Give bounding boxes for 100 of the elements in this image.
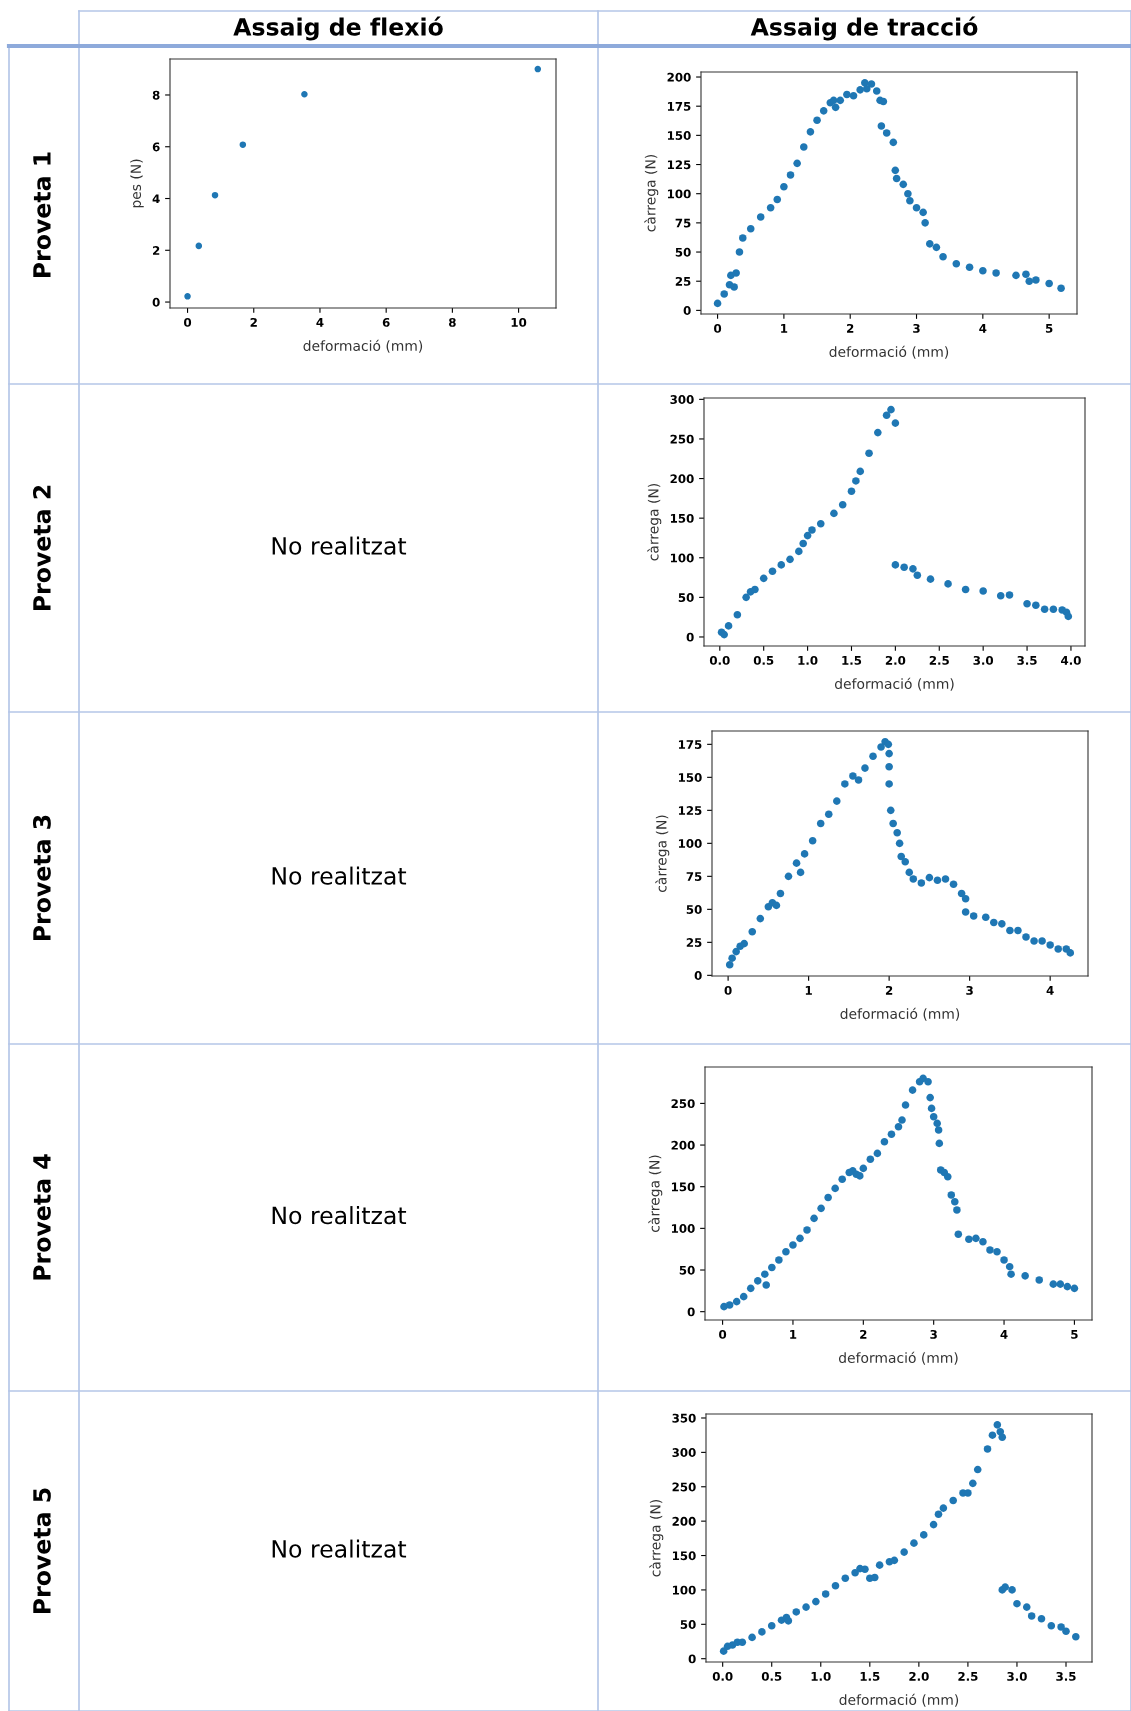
point: [821, 1590, 830, 1598]
point: [751, 585, 759, 594]
point: [748, 927, 757, 936]
point: [824, 810, 833, 819]
point: [885, 780, 893, 788]
point: [882, 411, 891, 419]
x-tick-label: 6: [382, 317, 390, 327]
x-tick-label: 3.5: [1017, 655, 1037, 665]
point: [856, 467, 865, 476]
x-tick-label: 4: [1046, 986, 1054, 995]
point: [740, 939, 749, 948]
y-axis-title: càrrega (N): [655, 815, 670, 892]
y-tick-label: 25: [686, 938, 702, 947]
point: [891, 419, 900, 427]
point: [912, 203, 921, 212]
point: [776, 889, 785, 898]
point: [865, 449, 873, 458]
point: [949, 1496, 957, 1505]
point: [909, 875, 918, 883]
point: [989, 918, 998, 927]
point: [934, 1510, 943, 1519]
point: [886, 806, 895, 815]
point: [861, 1565, 869, 1574]
point: [1030, 937, 1038, 945]
x-tick-label: 4.0: [1061, 655, 1081, 665]
x-tick-label: 0.5: [761, 1671, 782, 1681]
point: [758, 1628, 766, 1636]
point: [1027, 1612, 1036, 1620]
y-tick-label: 150: [672, 1551, 696, 1561]
point: [806, 128, 815, 136]
point: [1064, 612, 1073, 621]
y-tick-label: 350: [672, 1413, 696, 1423]
y-tick-label: 100: [672, 1585, 696, 1595]
point: [1032, 276, 1040, 284]
point: [861, 764, 869, 772]
point: [756, 914, 765, 923]
point: [929, 1520, 938, 1529]
x-tick-label: 1: [805, 986, 812, 995]
point: [949, 880, 958, 889]
point: [195, 242, 203, 250]
y-tick-label: 0: [694, 971, 702, 980]
point: [983, 1445, 992, 1453]
point: [772, 901, 781, 910]
point: [713, 299, 722, 308]
point: [831, 103, 840, 112]
point: [901, 858, 910, 866]
x-tick-label: 4: [1000, 1330, 1008, 1339]
y-tick-label: 50: [680, 1620, 696, 1629]
y-axis-title: càrrega (N): [648, 1155, 663, 1232]
point: [905, 868, 914, 877]
point: [780, 182, 788, 191]
category-label: Proveta 2: [32, 485, 51, 611]
y-tick-label: 50: [678, 593, 694, 603]
y-tick-label: 0: [688, 1654, 696, 1664]
point: [719, 1647, 728, 1655]
point: [1012, 271, 1020, 280]
point: [843, 90, 851, 99]
point: [932, 243, 941, 252]
point: [885, 749, 893, 758]
y-tick-label: 0: [686, 632, 694, 642]
x-tick-label: 2: [847, 323, 854, 333]
point: [733, 610, 742, 619]
category-label: Proveta 3: [32, 815, 51, 941]
y-axis-title: pes (N): [130, 159, 144, 208]
point: [870, 1573, 879, 1582]
point: [1022, 270, 1030, 279]
point: [852, 477, 860, 485]
y-tick-label: 300: [670, 395, 694, 404]
y-tick-label: 200: [672, 1516, 696, 1526]
point: [746, 224, 755, 233]
point: [1022, 933, 1030, 941]
point: [793, 159, 801, 168]
point: [1025, 277, 1034, 286]
x-tick-label: 8: [449, 317, 456, 327]
x-tick-label: 4: [316, 318, 324, 327]
category-label: Proveta 5: [33, 1488, 51, 1614]
text: No realitzat: [272, 536, 407, 555]
point: [969, 1479, 977, 1488]
y-tick-label: 8: [152, 90, 160, 100]
x-tick-label: 1: [790, 1330, 797, 1339]
text: No realitzat: [272, 866, 407, 885]
point: [756, 213, 765, 221]
point: [742, 593, 750, 602]
point: [939, 252, 947, 261]
point: [900, 563, 908, 572]
x-tick-label: 0.0: [709, 655, 730, 665]
point: [882, 129, 891, 137]
point: [1038, 937, 1046, 945]
point: [874, 428, 882, 437]
point: [1022, 1603, 1031, 1611]
point: [784, 872, 793, 881]
y-tick-label: 150: [670, 513, 694, 523]
point: [1023, 599, 1031, 608]
x-tick-label: 3: [966, 985, 973, 995]
point: [973, 1465, 982, 1474]
point: [1072, 1632, 1080, 1641]
point: [735, 248, 744, 256]
y-tick-label: 4: [152, 194, 160, 203]
point: [891, 561, 900, 569]
point: [944, 580, 952, 588]
